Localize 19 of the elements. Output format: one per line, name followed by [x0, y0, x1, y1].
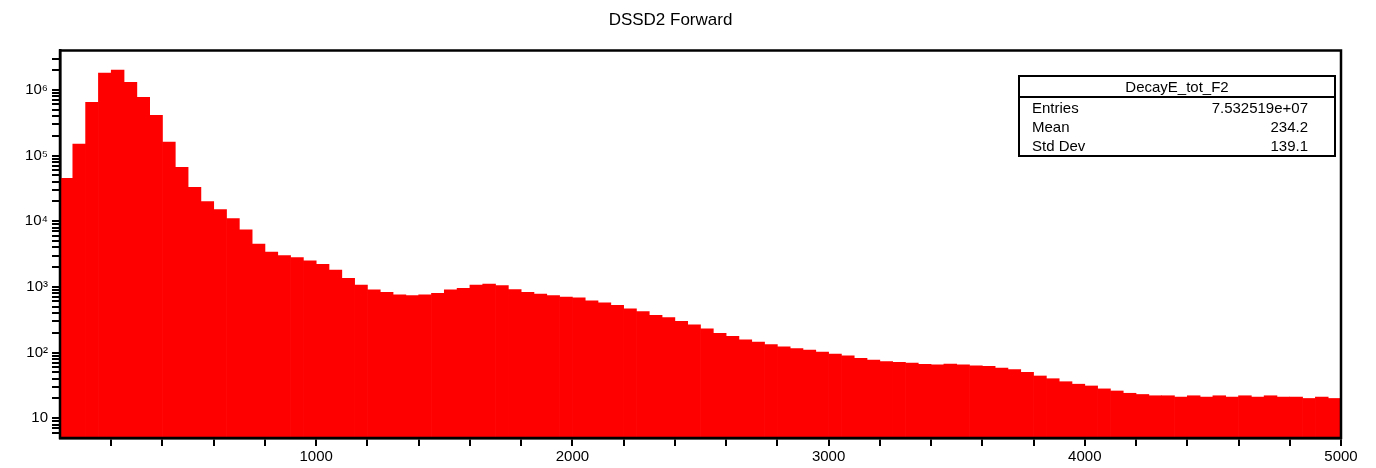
- annotation: Mean: [1032, 117, 1070, 136]
- x-tick-label: 5000: [1324, 447, 1358, 465]
- x-tick-label: 3000: [811, 447, 846, 465]
- y-tick-label: 10⁶: [25, 80, 48, 98]
- annotation: 139.1: [1270, 136, 1308, 155]
- annotation: 234.2: [1270, 117, 1308, 136]
- annotation: Std Dev: [1032, 136, 1086, 155]
- annotation: 7.532519e+07: [1211, 98, 1308, 117]
- y-tick-label: 10: [31, 408, 48, 426]
- y-tick-label: 10⁴: [24, 211, 48, 229]
- y-tick-label: 10²: [26, 342, 48, 360]
- x-tick-label: 2000: [555, 447, 590, 465]
- y-tick-label: 10⁵: [25, 145, 48, 163]
- chart-title: DSSD2 Forward: [608, 9, 733, 29]
- annotation: Entries: [1032, 98, 1079, 117]
- y-tick-label: 10³: [26, 277, 48, 295]
- x-tick-label: 4000: [1068, 447, 1102, 465]
- x-tick-label: 1000: [299, 447, 333, 465]
- annotation: DecayE_tot_F2: [1020, 77, 1334, 98]
